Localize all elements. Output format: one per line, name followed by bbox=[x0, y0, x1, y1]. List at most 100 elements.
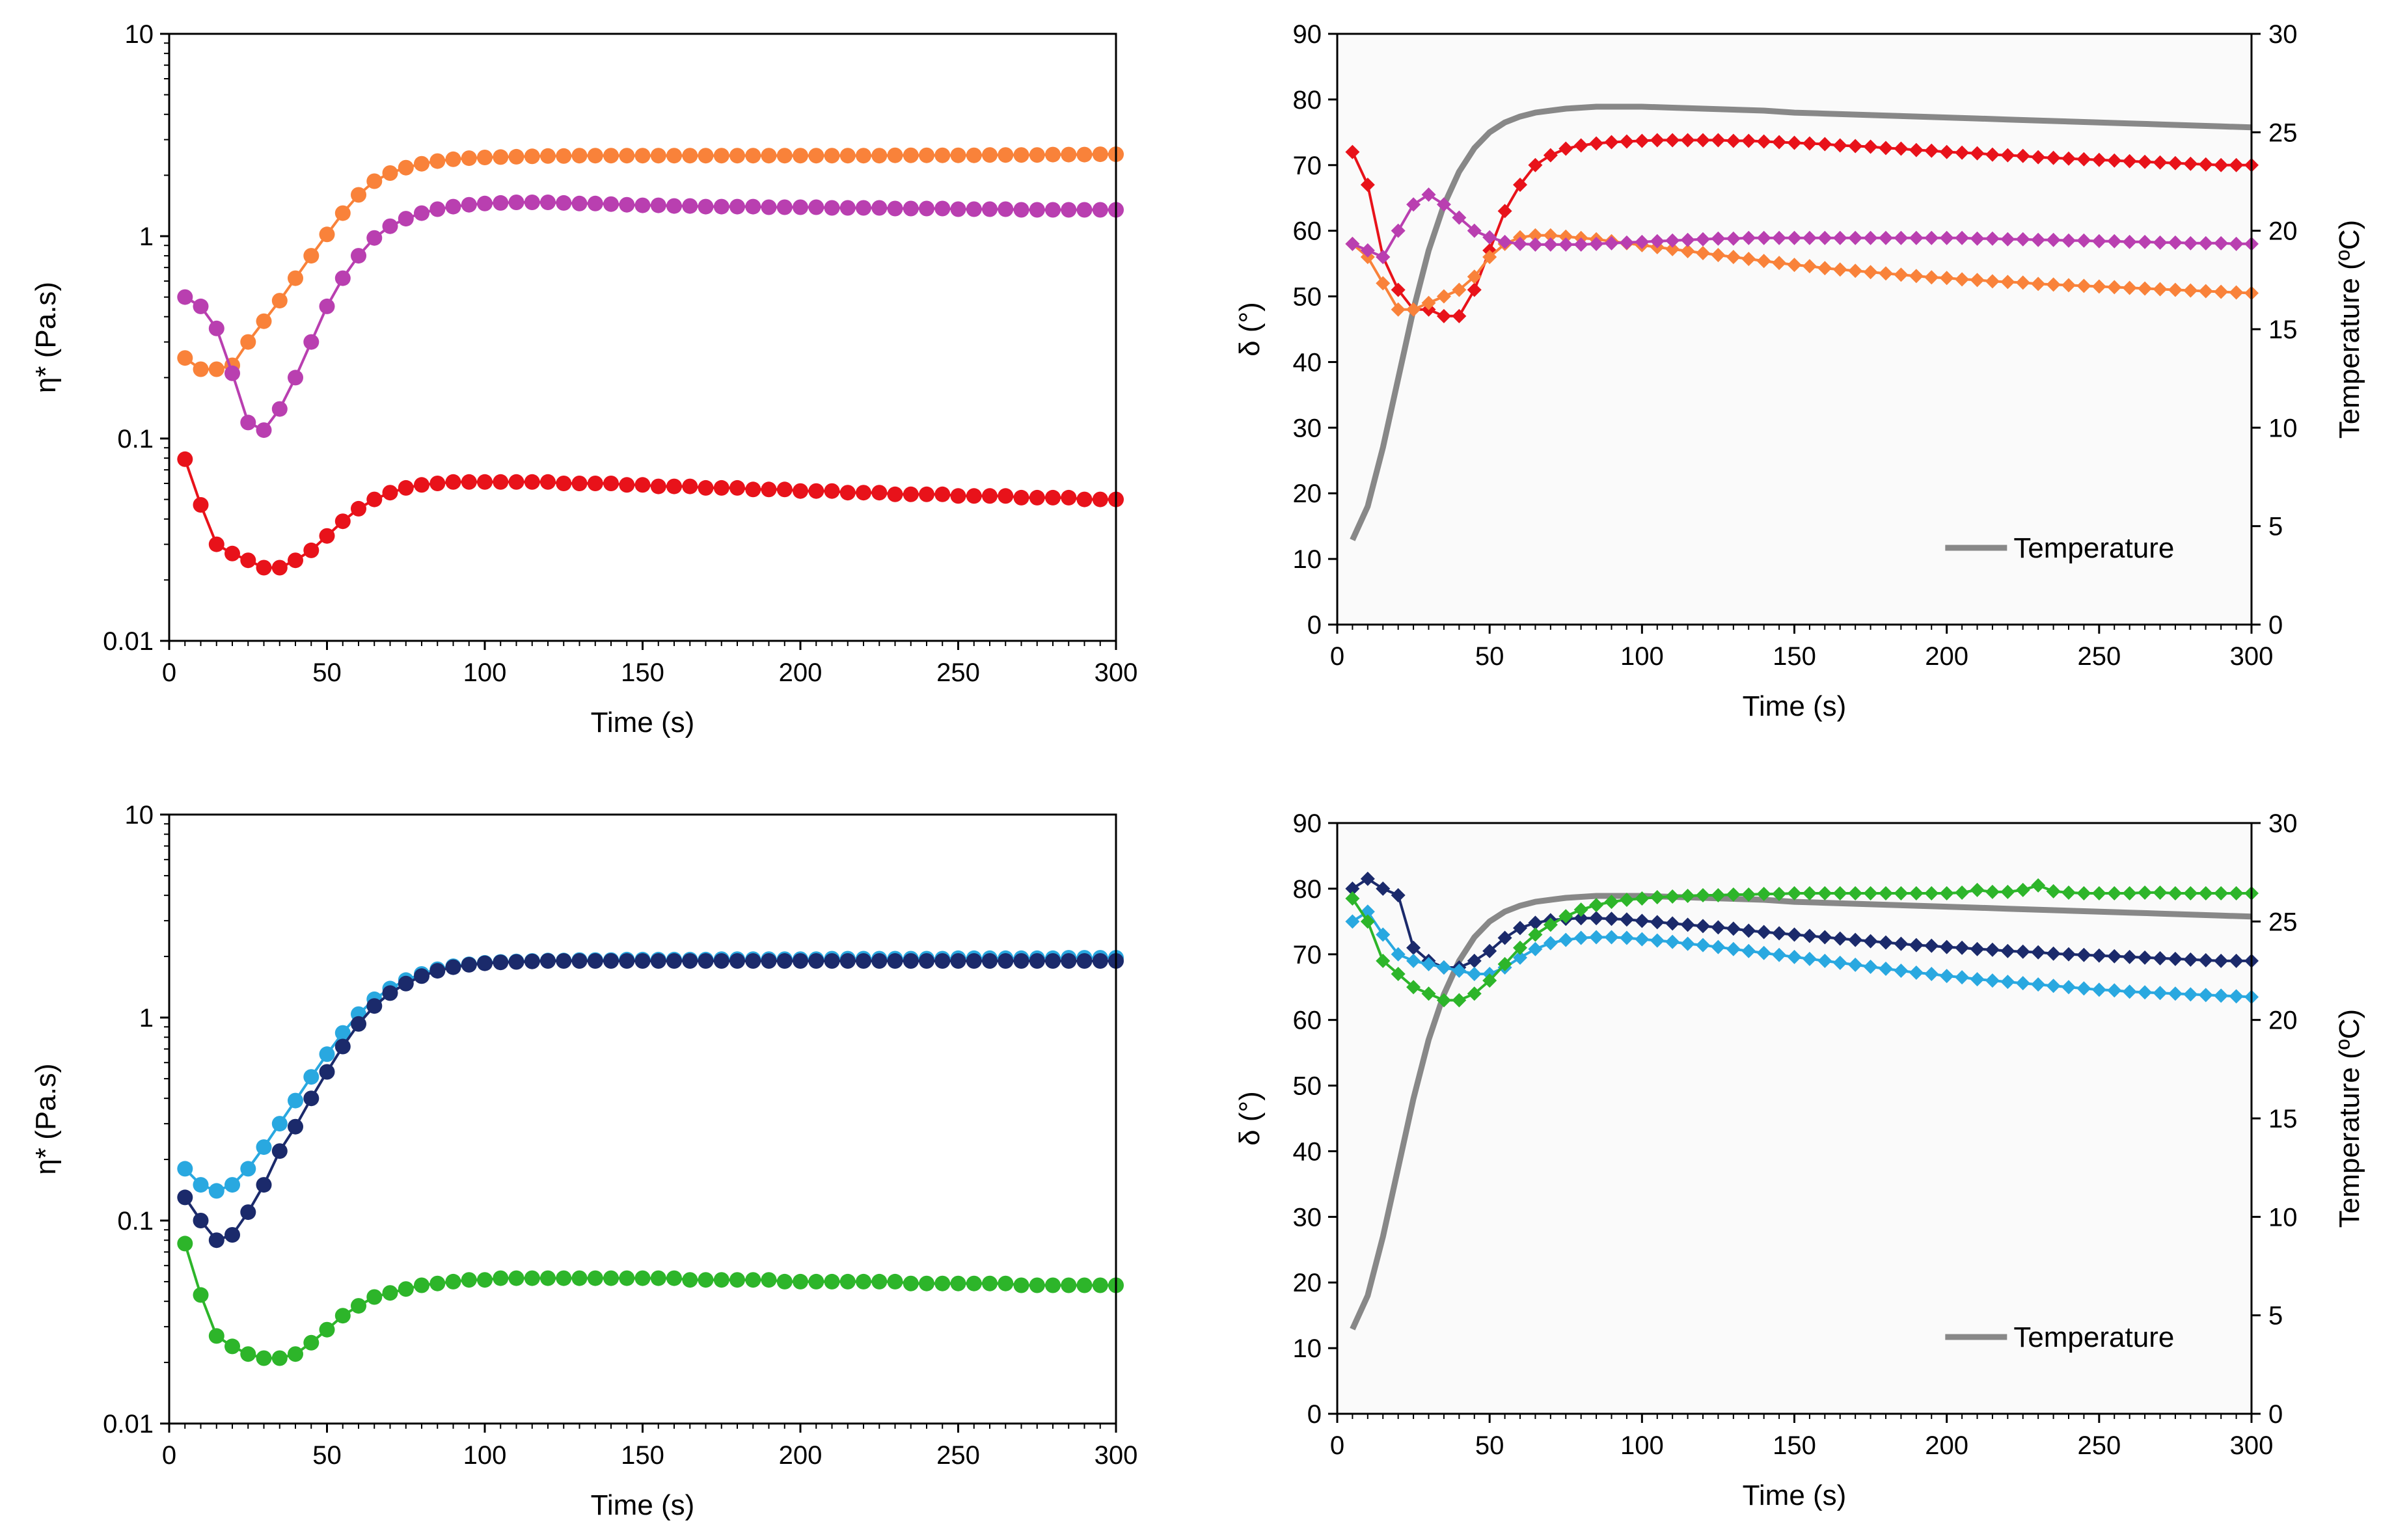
data-point bbox=[524, 1270, 540, 1286]
data-point bbox=[824, 200, 840, 216]
data-point bbox=[2214, 284, 2229, 299]
data-point bbox=[1543, 237, 1558, 252]
data-point bbox=[650, 953, 666, 969]
data-point bbox=[271, 401, 288, 417]
y-tick-label: 40 bbox=[1293, 1137, 1322, 1166]
y-tick-label: 1 bbox=[139, 1004, 154, 1033]
data-point bbox=[1452, 282, 1467, 297]
x-tick-label: 100 bbox=[1620, 1431, 1664, 1460]
data-point bbox=[650, 478, 666, 494]
data-point bbox=[1452, 308, 1467, 323]
data-point bbox=[1604, 135, 1619, 150]
data-point bbox=[1391, 223, 1406, 238]
data-point bbox=[1879, 935, 1893, 950]
y-tick-label: 80 bbox=[1293, 875, 1322, 904]
data-point bbox=[2168, 986, 2183, 1001]
data-point bbox=[1619, 134, 1634, 149]
data-point bbox=[698, 480, 714, 496]
data-point bbox=[1345, 881, 1360, 896]
data-point bbox=[398, 975, 414, 992]
data-point bbox=[2138, 885, 2153, 900]
data-point bbox=[856, 1273, 871, 1290]
data-point bbox=[1589, 136, 1604, 151]
data-point bbox=[1092, 953, 1108, 969]
x-tick-label: 0 bbox=[1330, 642, 1344, 671]
data-point bbox=[2168, 282, 2183, 297]
data-point bbox=[1513, 921, 1527, 936]
data-point bbox=[1665, 241, 1680, 256]
x-tick-label: 250 bbox=[936, 658, 980, 687]
data-point bbox=[319, 1321, 335, 1338]
data-point bbox=[808, 483, 824, 499]
data-point bbox=[1894, 885, 1909, 900]
data-point bbox=[871, 485, 888, 501]
x-tick-label: 300 bbox=[2230, 1431, 2274, 1460]
data-point bbox=[1970, 941, 1985, 956]
data-point bbox=[1817, 230, 1832, 245]
panel-a-viscosity-chart: 0 50 100 150 200 250 300 0.01 0.1 1 10 Time (s) η* (… bbox=[30, 20, 1137, 738]
data-point bbox=[1558, 229, 1573, 244]
x-tick-label: 0 bbox=[162, 658, 176, 687]
y-tick-label: 0.1 bbox=[117, 425, 154, 453]
data-point bbox=[761, 199, 777, 215]
data-point bbox=[650, 1270, 666, 1286]
data-point bbox=[540, 195, 556, 210]
data-point bbox=[1573, 237, 1588, 252]
data-point bbox=[334, 513, 351, 530]
data-point bbox=[1619, 235, 1634, 250]
data-point bbox=[2000, 232, 2015, 247]
data-point bbox=[1528, 915, 1543, 930]
data-point bbox=[1970, 231, 1985, 246]
y-axis-title: η* (Pa.s) bbox=[30, 1063, 62, 1174]
data-point bbox=[2122, 280, 2137, 295]
y-axis-title: δ (°) bbox=[1234, 1091, 1266, 1146]
data-point bbox=[1879, 230, 1893, 245]
data-point bbox=[477, 1272, 493, 1288]
data-point bbox=[1482, 250, 1497, 265]
data-point bbox=[288, 1346, 303, 1362]
y2-axis-title: Temperature (ºC) bbox=[2333, 220, 2365, 439]
data-point bbox=[1772, 256, 1787, 271]
data-point bbox=[2000, 275, 2015, 290]
x-tick-label: 250 bbox=[2077, 1431, 2121, 1460]
data-point bbox=[1726, 921, 1741, 936]
data-point bbox=[571, 1270, 588, 1286]
data-point bbox=[745, 481, 761, 498]
data-point bbox=[1013, 147, 1029, 163]
data-point bbox=[1970, 146, 1985, 161]
data-point bbox=[540, 474, 556, 490]
data-point bbox=[698, 953, 714, 969]
data-point bbox=[919, 200, 934, 217]
data-point bbox=[1650, 234, 1665, 249]
data-point bbox=[2153, 986, 2168, 1001]
data-point bbox=[2107, 280, 2122, 295]
data-point bbox=[461, 956, 477, 973]
data-point bbox=[2122, 949, 2137, 964]
data-point bbox=[556, 1270, 572, 1286]
data-point bbox=[2183, 987, 2198, 1002]
data-point bbox=[1543, 936, 1558, 951]
data-point bbox=[1360, 243, 1375, 258]
data-point bbox=[2138, 985, 2153, 1000]
panel-c-viscosity-chart: 0 50 100 150 200 250 300 0.01 0.1 1 10 Time (s) η* (… bbox=[30, 801, 1137, 1521]
data-point bbox=[966, 953, 982, 969]
data-point bbox=[1985, 884, 2000, 899]
series-magenta bbox=[177, 195, 1124, 439]
data-point bbox=[2229, 285, 2244, 300]
data-point bbox=[1924, 967, 1939, 982]
x-axis-title: Time (s) bbox=[591, 707, 695, 738]
data-point bbox=[1543, 917, 1558, 932]
data-point bbox=[2076, 885, 2091, 900]
data-point bbox=[1421, 187, 1436, 202]
y-tick-label: 60 bbox=[1293, 217, 1322, 246]
data-point bbox=[1345, 891, 1360, 906]
data-point bbox=[1756, 886, 1771, 901]
data-point bbox=[1467, 967, 1482, 982]
data-point bbox=[493, 195, 509, 211]
data-point bbox=[2091, 152, 2106, 167]
data-point bbox=[1772, 926, 1787, 941]
data-point bbox=[666, 198, 682, 214]
panel-d-phase-angle-chart: 0 50 100 150 200 250 3000102030405060708090051… bbox=[1234, 809, 2365, 1511]
data-point bbox=[1772, 947, 1787, 962]
data-point bbox=[240, 1346, 256, 1362]
